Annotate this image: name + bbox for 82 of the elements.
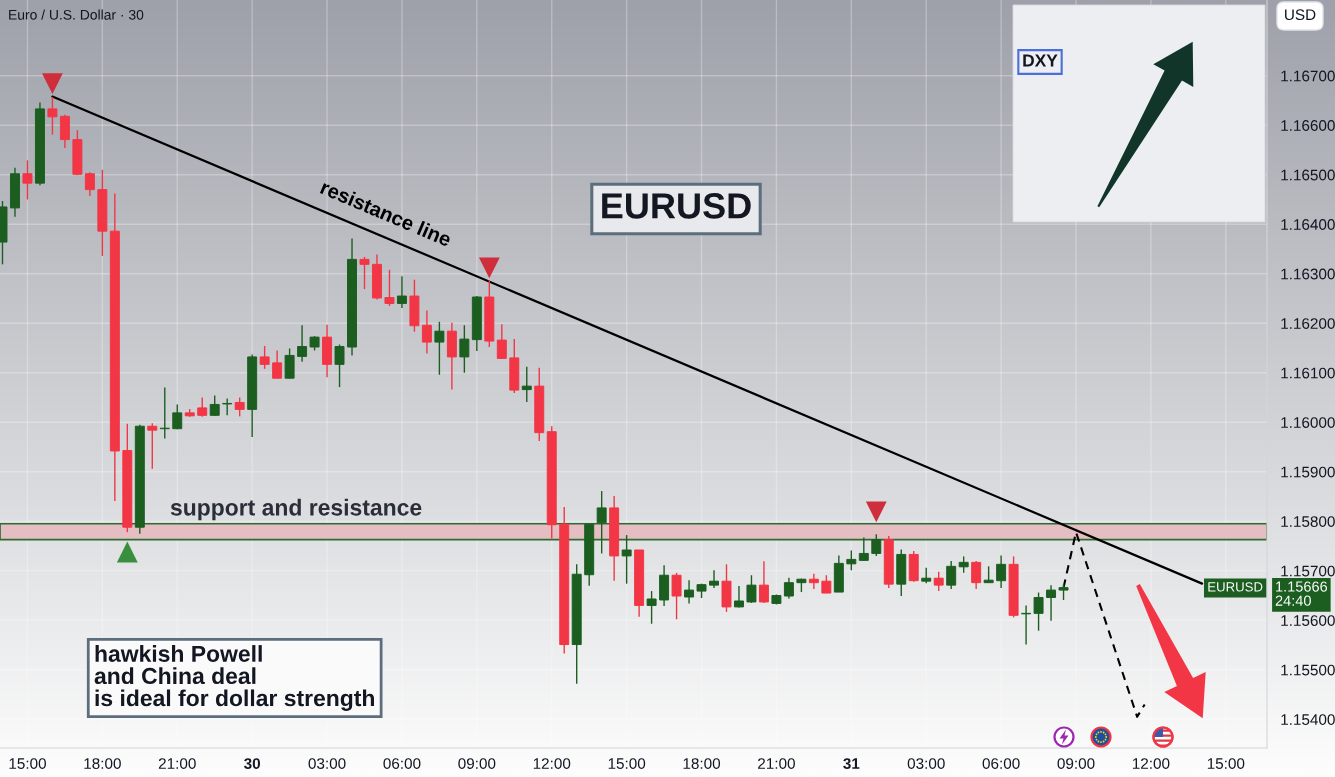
y-tick-label: 1.15500 [1281,664,1335,676]
candlestick [709,569,719,589]
candlestick [297,324,308,363]
x-tick-label: 21:00 [158,758,196,769]
candlestick [596,490,607,555]
x-tick-label: 18:00 [683,758,721,769]
candlestick [259,345,270,370]
candlestick [971,560,982,590]
x-tick-label: 03:00 [907,758,945,769]
candlestick [846,549,857,571]
y-tick-label: 1.15800 [1281,516,1335,527]
candlestick [172,403,183,430]
candlestick [684,579,695,605]
candlestick [1033,591,1044,632]
candlestick [47,96,58,136]
candlestick [22,159,33,201]
text: 1.15666 24:40 [1275,581,1328,606]
candlestick [671,572,682,620]
candlestick [459,324,470,374]
candlestick [734,585,744,609]
candlestick [396,275,407,309]
annotation: EURUSD [1208,582,1263,592]
y-tick-label: 1.16700 [1281,70,1335,82]
y-tick-label: 1.16000 [1281,417,1335,428]
annotation: DXY [1023,54,1058,67]
candlestick [946,560,957,590]
y-tick-label: 1.15400 [1281,714,1335,725]
candlestick [421,309,432,355]
candlestick [284,347,295,380]
candlestick [384,269,395,307]
candlestick [334,343,345,388]
x-tick-label: 18:00 [84,758,121,769]
candlestick [59,114,70,149]
candlestick [746,574,757,604]
candlestick [434,321,445,376]
text: Euro / U.S. Dollar · 30 [9,9,144,20]
candlestick [933,571,944,592]
x-tick-label: 15:00 [1207,758,1245,769]
candlestick [209,394,220,417]
candlestick [222,397,233,417]
x-tick-label: 31 [843,758,860,769]
candlestick [871,533,882,557]
annotation: EURUSD [602,193,751,219]
y-tick-label: 1.16400 [1281,219,1335,230]
candlestick [808,573,819,590]
candlestick [84,171,95,197]
candlestick [272,349,283,379]
y-tick-label: 1.16600 [1281,120,1335,131]
x-tick-label: 06:00 [982,758,1020,769]
candlestick [197,396,208,418]
y-tick-label: 1.15700 [1281,565,1335,577]
y-tick-label: 1.16300 [1281,268,1335,280]
y-tick-label: 1.15900 [1281,466,1335,478]
candlestick [783,577,794,600]
candlestick [646,590,657,625]
y-tick-label: 1.16200 [1281,318,1335,329]
candlestick [1046,584,1057,622]
candlestick [621,534,632,585]
x-tick-label: 12:00 [533,758,571,769]
candlestick [858,536,869,562]
x-tick-label: 09:00 [458,758,496,769]
x-tick-label: 09:00 [1057,758,1095,769]
x-tick-label: 21:00 [758,758,795,769]
candlestick [996,554,1007,589]
candlestick [758,560,769,604]
candlestick [521,366,532,403]
y-tick-label: 1.15600 [1281,615,1335,626]
y-tick-label: 1.16500 [1281,169,1335,181]
y-tick-label: 1.16100 [1281,367,1335,379]
x-tick-label: 15:00 [608,758,646,769]
candlestick [234,396,245,418]
candlestick [147,422,158,470]
candlestick [359,256,370,290]
candlestick [496,323,507,360]
x-tick-label: 12:00 [1132,758,1170,769]
x-tick-label: 03:00 [308,758,346,769]
text: USD [1285,9,1316,21]
band-label: support and resistance [170,498,422,521]
x-tick-label: 30 [244,758,261,769]
annotation: hawkish Powell and China deal is ideal for dollar strength [94,645,374,711]
x-tick-label: 15:00 [9,758,46,769]
x-tick-label: 06:00 [383,758,421,769]
